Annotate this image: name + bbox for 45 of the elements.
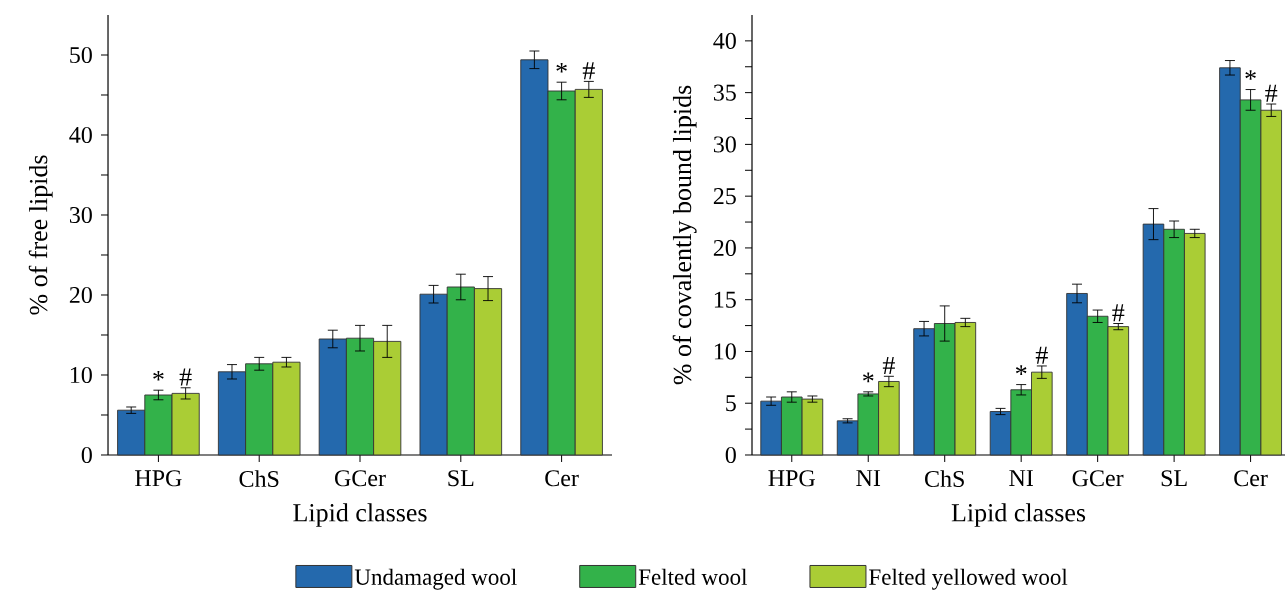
legend-label: Felted yellowed wool — [869, 568, 1068, 590]
annotation: # — [882, 357, 895, 375]
x-axis-title: Lipid classes — [293, 503, 427, 527]
y-tick-label: 50 — [70, 46, 92, 64]
x-tick-label: HPG — [768, 470, 816, 487]
y-tick-label: 20 — [69, 286, 92, 304]
x-tick-label: ChS — [239, 470, 279, 488]
y-axis-title: % of covalently bound lipids — [672, 85, 697, 385]
annotation: # — [1035, 346, 1048, 364]
annotation: * — [1245, 70, 1256, 80]
legend-label: Felted wool — [638, 568, 748, 585]
y-tick-label: 0 — [725, 446, 736, 464]
y-tick-label: 5 — [726, 395, 736, 412]
y-tick-label: 20 — [713, 239, 736, 257]
annotation: * — [556, 62, 567, 73]
x-tick-label: GCer — [335, 470, 386, 487]
x-tick-label: GCer — [1072, 470, 1124, 487]
y-tick-label: 30 — [713, 136, 736, 153]
annotation: # — [179, 368, 192, 386]
y-axis-title: % of free lipids — [28, 155, 53, 315]
annotation: * — [863, 372, 874, 383]
x-tick-label: ChS — [925, 470, 964, 488]
x-axis-title: Lipid classes — [951, 503, 1086, 527]
y-tick-label: 10 — [714, 343, 736, 360]
y-tick-label: 10 — [70, 366, 92, 384]
annotation: # — [1265, 84, 1278, 102]
x-tick-label: SL — [1161, 470, 1187, 487]
y-tick-label: 40 — [713, 32, 736, 49]
y-tick-label: 30 — [69, 206, 92, 224]
x-tick-label: Cer — [545, 470, 579, 487]
x-tick-label: HPG — [135, 470, 182, 487]
y-tick-label: 35 — [713, 84, 736, 101]
annotation: # — [1112, 304, 1125, 322]
legend-label: Undamaged wool — [354, 568, 517, 590]
annotation: * — [1015, 365, 1027, 375]
x-tick-label: SL — [448, 470, 474, 487]
x-tick-label: NI — [1009, 470, 1033, 486]
y-tick-label: 25 — [713, 188, 736, 205]
y-tick-label: 40 — [69, 126, 92, 144]
x-tick-label: NI — [856, 470, 881, 486]
annotation: # — [582, 62, 595, 80]
annotation: * — [153, 370, 164, 381]
y-tick-label: 15 — [714, 291, 736, 308]
y-tick-label: 0 — [81, 446, 92, 464]
x-tick-label: Cer — [1234, 470, 1268, 487]
